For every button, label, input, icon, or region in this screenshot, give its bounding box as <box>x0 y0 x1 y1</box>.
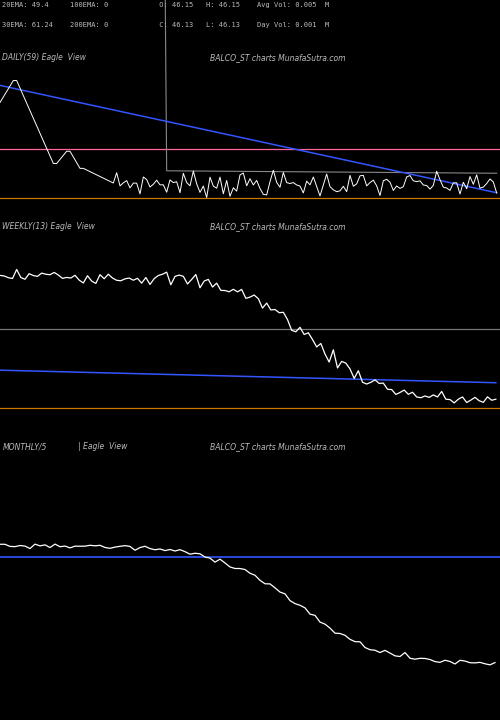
Text: BALCO_ST charts MunafaSutra.com: BALCO_ST charts MunafaSutra.com <box>210 222 346 231</box>
Text: WEEKLY(13) Eagle  View: WEEKLY(13) Eagle View <box>2 222 96 231</box>
Text: DAILY(59) Eagle  View: DAILY(59) Eagle View <box>2 53 86 62</box>
Text: BALCO_ST charts MunafaSutra.com: BALCO_ST charts MunafaSutra.com <box>210 53 346 62</box>
Text: | Eagle  View: | Eagle View <box>78 442 127 451</box>
Text: 30EMA: 61.24    200EMA: 0            C: 46.13   L: 46.13    Day Vol: 0.001  M: 30EMA: 61.24 200EMA: 0 C: 46.13 L: 46.13… <box>2 22 330 28</box>
Text: 20EMA: 49.4     100EMA: 0            O: 46.15   H: 46.15    Avg Vol: 0.005  M: 20EMA: 49.4 100EMA: 0 O: 46.15 H: 46.15 … <box>2 2 330 8</box>
Text: BALCO_ST charts MunafaSutra.com: BALCO_ST charts MunafaSutra.com <box>210 442 346 451</box>
Text: MONTHLY/5: MONTHLY/5 <box>2 442 47 451</box>
